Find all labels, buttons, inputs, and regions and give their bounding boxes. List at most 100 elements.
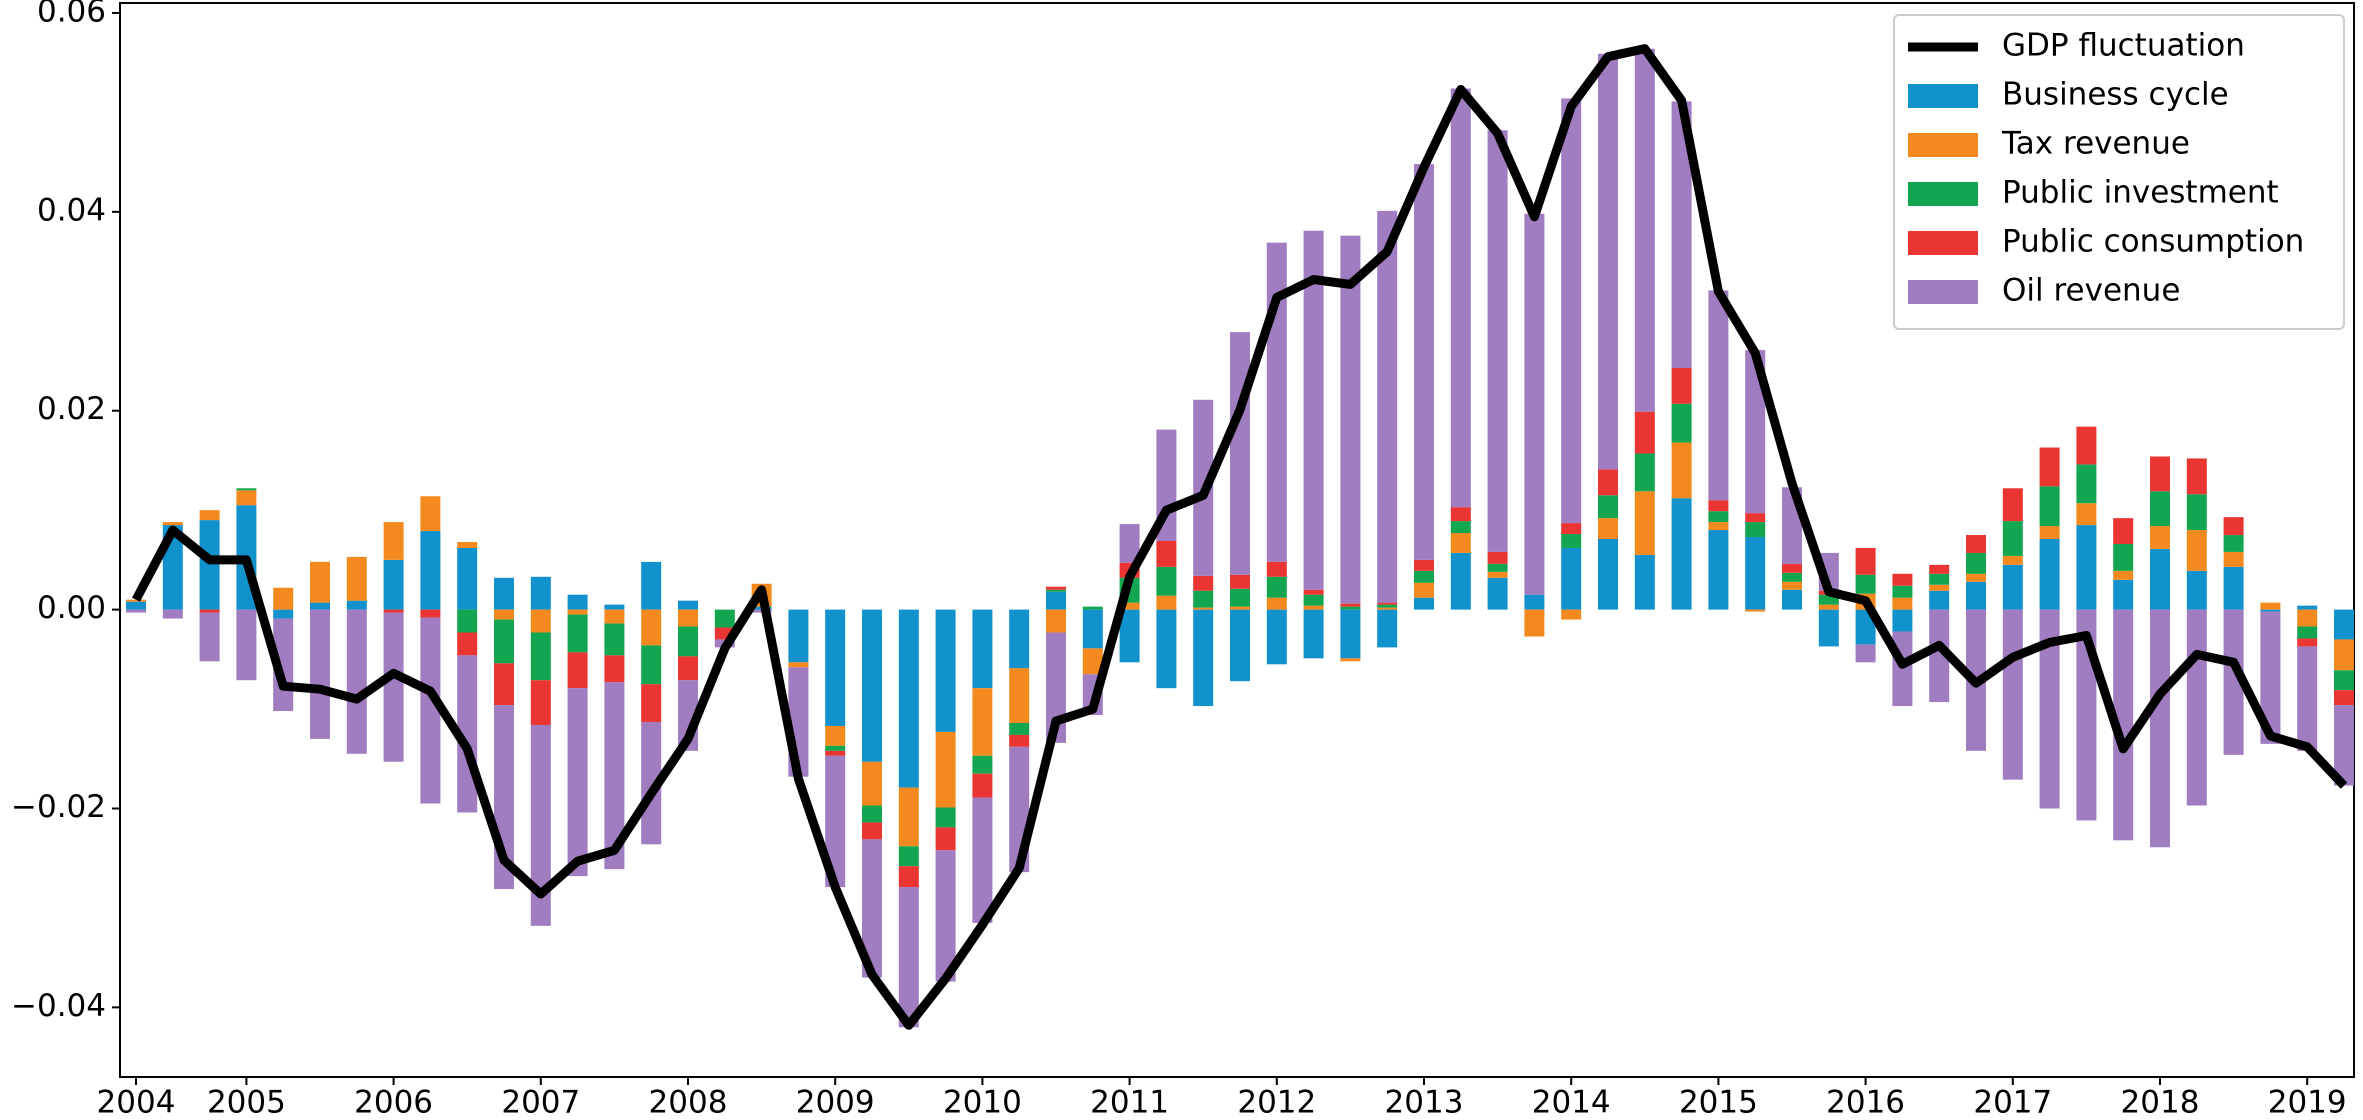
bar-segment [862,761,882,806]
bar-segment [199,609,220,613]
bar-segment [1634,411,1655,454]
bar-segment [1414,597,1434,610]
bar-segment [1782,589,1802,610]
bar-segment [678,600,698,610]
bar-segment [2113,543,2134,571]
bar-segment [2223,551,2244,567]
bar-segment [310,609,330,739]
bar-segment [2297,626,2318,639]
bar-segment [420,617,441,804]
bar-segment [1745,537,1766,610]
y-tick-label: −0.04 [11,988,106,1024]
bar-segment [935,609,956,732]
bar-segment [1892,573,1913,586]
bar-segment [2223,517,2244,536]
bar-segment [1450,88,1471,508]
bar-segment [1414,582,1434,598]
y-tick-label: −0.02 [11,789,106,825]
bar-segment [825,725,846,746]
bar-segment [2150,526,2170,549]
bar-segment [898,609,919,788]
bar-segment [2039,609,2060,809]
bar-segment [2076,464,2097,504]
bar-segment [2223,566,2244,610]
bar-segment [1450,533,1471,553]
bar-segment [1193,607,1214,610]
bar-segment [1929,590,1950,610]
bar-segment [273,587,294,610]
bar-segment [898,846,919,867]
bar-segment [2076,503,2097,526]
bar-segment [1487,563,1508,572]
bar-segment [1929,564,1950,574]
bar-segment [788,609,809,663]
bar-segment [1966,552,1986,574]
bar-segment [714,609,735,628]
bar-segment [530,609,551,633]
bar-segment [1450,521,1471,534]
bar-segment [2223,535,2244,552]
bar-segment [199,510,220,521]
bar-segment [2186,494,2207,531]
bar-segment [1598,495,1618,519]
bar-segment [2260,611,2281,744]
bar-segment [1303,594,1324,606]
legend-swatch [1908,280,1978,304]
bar-segment [1929,584,1950,591]
bar-segment [273,609,294,619]
bar-segment [236,609,257,681]
bar-segment [1377,609,1398,648]
bar-segment [788,662,809,668]
bar-segment [2297,605,2318,610]
bar-segment [2260,609,2281,612]
bar-segment [1561,98,1582,524]
bar-segment [1487,551,1508,564]
bar-segment [1561,609,1582,620]
x-tick-label: 2015 [1679,1085,1758,1120]
bar-segment [1414,559,1434,571]
legend-label: Public investment [2002,175,2279,211]
bar-segment [1892,597,1913,610]
bar-segment [1193,590,1214,608]
bar-segment [346,609,367,754]
bar-segment [1046,591,1066,610]
bar-segment [567,688,588,877]
bar-segment [825,745,846,751]
bar-segment [2002,555,2023,565]
bar-segment [1818,594,1839,605]
bar-segment [1966,581,1986,610]
legend-swatch [1908,231,1978,255]
bar-segment [714,627,735,640]
bar-segment [1782,581,1802,590]
bar-segment [1598,53,1618,470]
x-tick-label: 2011 [1090,1085,1169,1120]
bar-segment [162,609,183,619]
x-tick-label: 2005 [207,1085,286,1120]
bar-segment [2002,521,2023,556]
bar-segment [604,609,625,624]
bar-segment [1009,734,1030,747]
x-tick-label: 2019 [2268,1085,2347,1120]
bar-segment [972,688,993,756]
bar-segment [1414,164,1434,560]
bar-segment [457,547,478,610]
bar-segment [862,822,882,840]
legend-label: Oil revenue [2002,273,2180,309]
bar-segment [1450,507,1471,522]
bar-segment [935,807,956,828]
bar-segment [383,522,404,560]
bar-segment [530,632,551,681]
bar-segment [1745,522,1766,538]
bar-segment [2113,609,2134,841]
bar-segment [1708,511,1729,523]
bar-segment [1598,539,1618,610]
bar-segment [2150,491,2170,527]
bar-segment [862,609,882,762]
bar-segment [346,600,367,610]
x-tick-label: 2008 [649,1085,728,1120]
bar-segment [1561,547,1582,610]
y-tick-label: 0.02 [37,391,106,427]
bar-segment [420,531,441,610]
bar-segment [1782,563,1802,573]
bar-segment [2297,638,2318,647]
